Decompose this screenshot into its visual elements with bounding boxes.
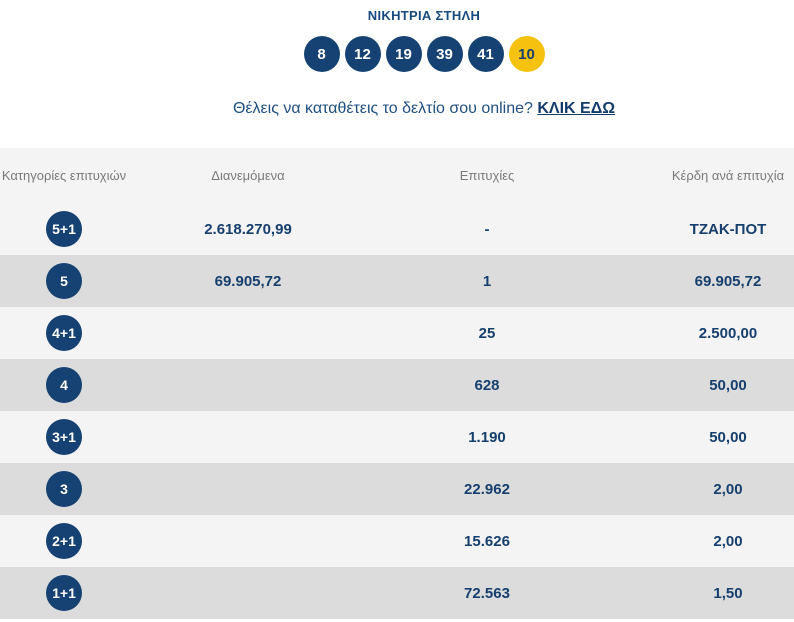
winners-value: - xyxy=(484,220,490,238)
click-here-link[interactable]: ΚΛΙΚ ΕΔΩ xyxy=(537,100,616,117)
winners-value: 628 xyxy=(474,376,500,394)
table-row: 4+1 25 2.500,00 xyxy=(0,307,794,359)
header-category: Κατηγορίες επιτυχιών xyxy=(1,167,127,183)
distributed-value: 69.905,72 xyxy=(214,272,282,290)
winning-numbers: 8 12 19 39 41 10 xyxy=(0,36,794,72)
table-row: 2+1 15.626 2,00 xyxy=(0,515,794,567)
distributed-value xyxy=(148,411,348,463)
number-ball: 41 xyxy=(467,36,504,72)
joker-ball: 10 xyxy=(508,36,545,72)
category-badge: 5+1 xyxy=(46,211,82,247)
online-prompt: Θέλεις να καταθέτεις το δελτίο σου onlin… xyxy=(0,100,794,118)
number-ball: 8 xyxy=(303,36,340,72)
table-header-row: Κατηγορίες επιτυχιών Διανεμόμενα Επιτυχί… xyxy=(0,148,794,203)
winners-value: 25 xyxy=(478,324,496,342)
distributed-value xyxy=(148,515,348,567)
table-row: 5 69.905,72 1 69.905,72 xyxy=(0,255,794,307)
number-ball: 12 xyxy=(344,36,381,72)
prize-value: 2,00 xyxy=(713,532,743,550)
category-badge: 5 xyxy=(46,263,82,299)
prize-value: 2,00 xyxy=(713,480,743,498)
number-ball: 19 xyxy=(385,36,422,72)
winners-value: 22.962 xyxy=(464,480,510,498)
distributed-value xyxy=(148,307,348,359)
table-row: 1+1 72.563 1,50 xyxy=(0,567,794,619)
distributed-value: 2.618.270,99 xyxy=(204,220,292,238)
prize-value: 50,00 xyxy=(709,376,747,394)
winners-value: 1 xyxy=(482,272,492,290)
category-badge: 4 xyxy=(46,367,82,403)
prize-value: 2.500,00 xyxy=(698,324,758,342)
prize-value: 1,50 xyxy=(713,584,743,602)
prize-value: ΤΖΑΚ-ΠΟΤ xyxy=(689,220,767,238)
header-winners: Επιτυχίες xyxy=(459,167,515,183)
distributed-value xyxy=(148,463,348,515)
header-prize: Κέρδη ανά επιτυχία xyxy=(671,167,785,183)
winning-numbers-title: ΝΙΚΗΤΡΙΑ ΣΤΗΛΗ xyxy=(367,8,481,23)
winners-value: 1.190 xyxy=(468,428,506,446)
distributed-value xyxy=(148,359,348,411)
table-row: 3 22.962 2,00 xyxy=(0,463,794,515)
category-badge: 4+1 xyxy=(46,315,82,351)
prize-value: 69.905,72 xyxy=(694,272,762,290)
table-row: 3+1 1.190 50,00 xyxy=(0,411,794,463)
distributed-value xyxy=(148,567,348,619)
header-distributed: Διανεμόμενα xyxy=(211,167,285,183)
category-badge: 2+1 xyxy=(46,523,82,559)
online-prompt-text: Θέλεις να καταθέτεις το δελτίο σου onlin… xyxy=(232,100,533,117)
category-badge: 3+1 xyxy=(46,419,82,455)
winners-value: 72.563 xyxy=(464,584,510,602)
prize-table: Κατηγορίες επιτυχιών Διανεμόμενα Επιτυχί… xyxy=(0,148,794,619)
table-row: 5+1 2.618.270,99 - ΤΖΑΚ-ΠΟΤ xyxy=(0,203,794,255)
number-ball: 39 xyxy=(426,36,463,72)
table-row: 4 628 50,00 xyxy=(0,359,794,411)
prize-value: 50,00 xyxy=(709,428,747,446)
category-badge: 3 xyxy=(46,471,82,507)
winners-value: 15.626 xyxy=(464,532,510,550)
category-badge: 1+1 xyxy=(46,575,82,611)
